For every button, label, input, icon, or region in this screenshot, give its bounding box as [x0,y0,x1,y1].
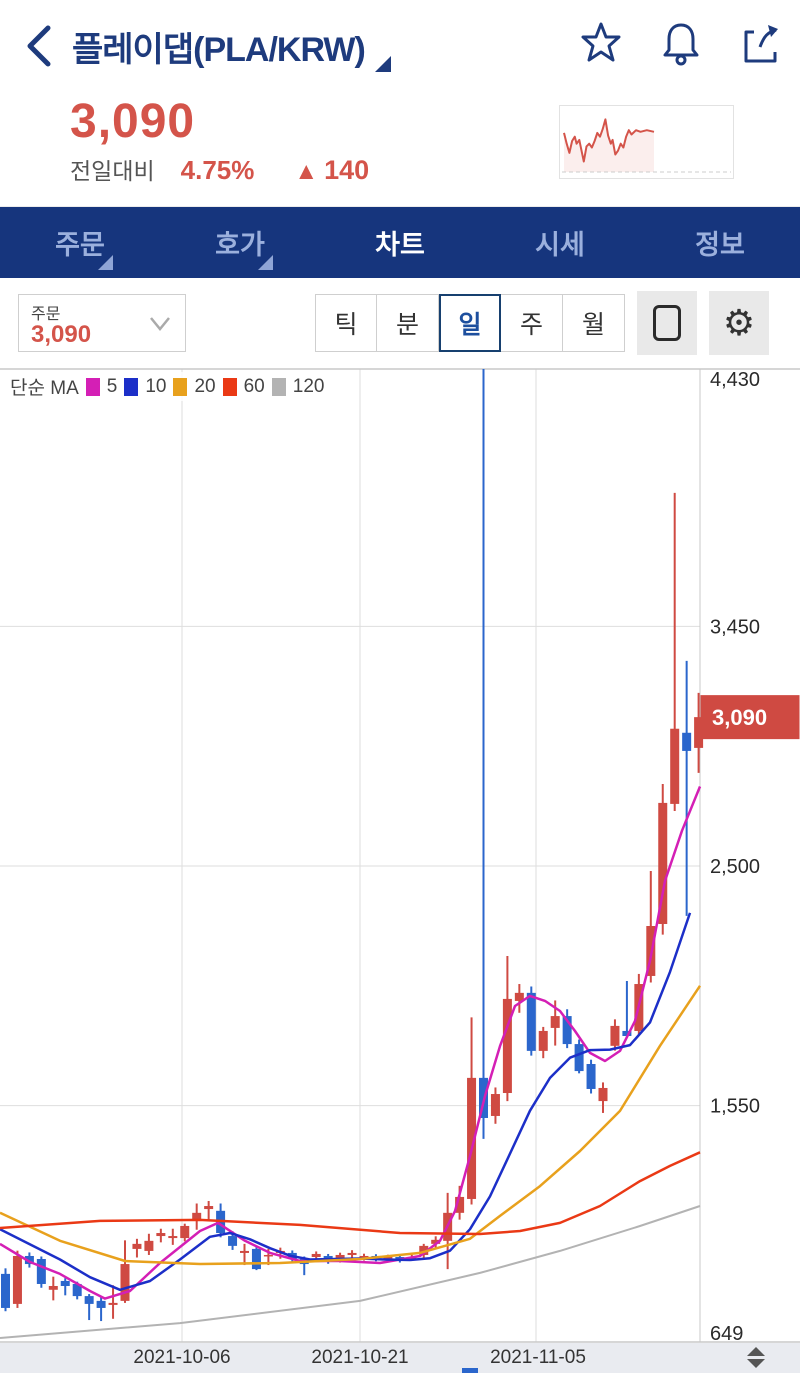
back-button[interactable] [22,24,56,68]
ma-legend: 단순 MA 5 10 20 60 120 [6,372,329,401]
tab-label: 차트 [375,230,425,260]
tab-label: 호가 [215,230,265,260]
ma-line-ma120 [0,1205,701,1339]
y-tick-label: 3,450 [710,616,760,638]
ma-line-ma20 [0,985,702,1266]
legend-swatch-ma120 [271,377,286,396]
timeframe-minute[interactable]: 분 [377,294,439,352]
submenu-triangle-icon [98,255,113,270]
chart-area: 4,430 3,450 2,500 1,550 649 3,090 단순 MA 5 10 20… [0,368,800,1345]
up-arrow-icon: ▲ [294,158,319,185]
time-axis: 2021-10-06 2021-10-21 2021-11-05 [0,1343,800,1373]
x-tick-label: 2021-10-21 [311,1347,409,1368]
gear-icon: ⚙ [722,302,756,343]
legend-period-label: 10 [145,375,167,397]
x-tick-label: 2021-10-06 [133,1347,231,1368]
legend-period-label: 120 [292,375,325,397]
change-value: 140 [324,155,370,185]
y-tick-label: 1,550 [710,1096,760,1118]
tab-order[interactable]: 주문 [0,207,160,278]
legend-period-label: 60 [243,375,265,397]
y-tick-label: 2,500 [710,856,760,878]
symbol-title-dropdown[interactable]: 플레이댑(PLA/KRW) [72,22,391,72]
x-tick-label: 2021-11-05 [490,1347,586,1368]
y-tick-label: 4,430 [710,369,760,391]
legend-swatch-ma60 [222,377,237,396]
order-price-dropdown[interactable]: 주문 3,090 [18,294,186,352]
timeframe-month[interactable]: 월 [563,294,625,352]
chevron-down-icon [150,317,170,331]
legend-period-label: 20 [194,375,216,397]
header: 플레이댑(PLA/KRW) [0,0,800,90]
tab-label: 주문 [55,230,105,260]
ma-line-ma5 [0,786,702,1300]
current-price: 3,090 [70,95,196,148]
chart-settings-button[interactable]: ⚙ [709,291,769,355]
tab-label: 정보 [695,230,745,260]
tab-chart[interactable]: 차트 [320,207,480,278]
price-tag-label: 3,090 [712,705,767,730]
triangle-up-icon [747,1347,765,1356]
fullscreen-button[interactable] [637,291,697,355]
submenu-triangle-icon [258,255,273,270]
legend-swatch-ma10 [124,377,139,396]
legend-swatch-ma20 [173,377,188,396]
ma-line-ma60 [0,1151,701,1236]
tab-info[interactable]: 정보 [640,207,800,278]
favorite-star-icon[interactable] [580,20,622,66]
y-tick-label: 649 [710,1323,743,1343]
price-tag [700,695,800,740]
price-summary: 3,090 전일대비 4.75% ▲ 140 [0,90,800,247]
sparkline-svg [562,118,731,173]
timeframe-week[interactable]: 주 [501,294,563,352]
title-dropdown-icon [374,56,391,72]
alert-bell-icon[interactable] [660,20,702,66]
legend-period-label: 5 [106,375,118,397]
share-icon[interactable] [740,20,782,66]
timeframe-day[interactable]: 일 [439,294,501,352]
candles [1,369,704,1322]
legend-swatch-ma5 [85,377,100,396]
tab-price[interactable]: 시세 [480,207,640,278]
axis-scale-control[interactable] [744,1347,768,1369]
timeframe-tick[interactable]: 틱 [315,294,377,352]
order-dropdown-value: 3,090 [31,321,92,348]
tab-quote[interactable]: 호가 [160,207,320,278]
triangle-down-icon [747,1359,765,1368]
ma-line-ma10 [0,912,692,1292]
order-dropdown-label: 주문 [31,306,61,323]
main-nav: 주문 호가 차트 시세 정보 [0,207,800,278]
scroll-position-indicator [462,1368,478,1373]
candlestick-chart[interactable]: 4,430 3,450 2,500 1,550 649 3,090 [0,368,800,1345]
change-percent: 4.75% [180,155,255,185]
rectangle-icon [653,305,681,341]
tab-label: 시세 [535,230,585,260]
page-title: 플레이댑(PLA/KRW) [72,31,366,69]
change-label: 전일대비 [70,158,155,184]
mini-sparkline-chart[interactable] [559,105,734,179]
ma-legend-title: 단순 MA [10,378,79,399]
